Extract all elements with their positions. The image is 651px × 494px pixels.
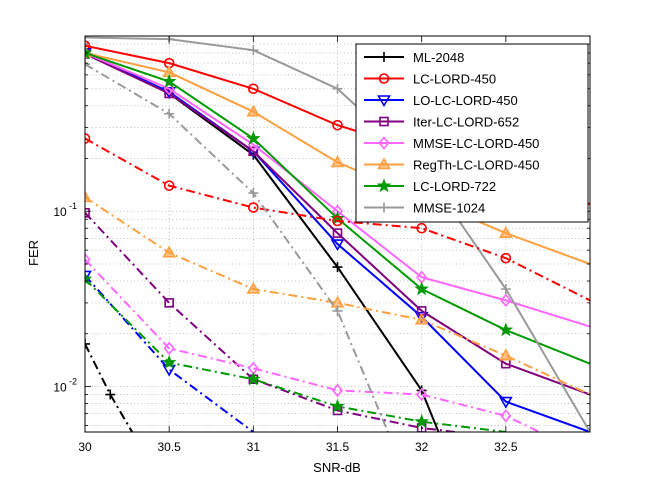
legend-box	[355, 43, 589, 223]
x-tick-label: 31	[247, 440, 261, 454]
legend-label: LC-LORD-450	[413, 72, 496, 87]
data-point	[248, 83, 259, 95]
data-point	[332, 228, 343, 238]
data-point	[332, 119, 343, 131]
data-point	[416, 222, 427, 234]
legend-label: LC-LORD-722	[413, 179, 496, 194]
data-point	[164, 298, 174, 308]
legend-label: Iter-LC-LORD-652	[413, 115, 519, 130]
data-point	[500, 409, 512, 423]
data-point	[498, 348, 513, 361]
data-point	[332, 215, 343, 227]
legend-label: RegTh-LC-LORD-450	[413, 158, 539, 173]
data-point	[85, 45, 93, 60]
data-point	[246, 281, 261, 294]
data-point	[498, 226, 513, 238]
data-point	[414, 312, 429, 325]
series-group	[85, 133, 590, 302]
data-point	[85, 338, 90, 349]
series-line	[85, 137, 590, 302]
data-point	[85, 270, 92, 283]
y-tick-label-exponent: -1	[69, 201, 77, 211]
data-point	[500, 293, 512, 308]
y-tick-label: 10	[53, 205, 67, 219]
data-point	[85, 190, 92, 203]
legend-marker	[379, 202, 389, 213]
data-point	[85, 207, 90, 218]
data-point	[161, 354, 177, 369]
series-line	[85, 258, 540, 432]
data-point	[331, 383, 344, 398]
legend-label: MMSE-LC-LORD-450	[413, 136, 539, 151]
x-tick-label: 30.5	[157, 440, 181, 454]
data-point	[248, 202, 259, 213]
data-point	[414, 281, 429, 296]
legend-marker	[378, 136, 390, 150]
data-point	[85, 59, 90, 70]
data-point	[162, 245, 177, 258]
legend: ML-2048 LC-LORD-450 LO-LC-LORD-450 Iter-LC-…	[355, 43, 589, 223]
data-point	[248, 188, 259, 199]
data-point	[416, 387, 428, 402]
series-line	[85, 52, 590, 432]
legend-marker	[376, 178, 392, 193]
y-tick-label-exponent: -2	[69, 376, 77, 386]
legend-marker	[379, 116, 389, 127]
data-point	[414, 413, 429, 428]
data-point	[164, 108, 175, 119]
series-line	[85, 278, 506, 432]
data-point	[330, 398, 345, 413]
x-tick-label: 32.5	[494, 440, 518, 454]
y-axis-label: FER	[26, 240, 41, 266]
series-layer	[85, 36, 590, 432]
legend-marker	[377, 157, 391, 170]
series-line	[85, 212, 456, 432]
data-point	[414, 311, 429, 324]
legend-label: MMSE-1024	[413, 201, 485, 216]
x-tick-label: 30	[78, 440, 92, 454]
data-point	[332, 262, 343, 273]
data-point	[85, 133, 91, 144]
data-point	[500, 284, 511, 295]
series-group	[85, 45, 590, 365]
x-axis-label: SNR-dB	[313, 460, 361, 475]
data-point	[498, 396, 513, 409]
data-point	[500, 252, 512, 264]
data-point	[246, 371, 261, 386]
legend-label: LO-LC-LORD-450	[413, 93, 518, 108]
data-point	[85, 252, 91, 267]
series-group	[85, 59, 389, 432]
data-point	[498, 322, 514, 337]
data-point	[163, 341, 175, 356]
data-point	[330, 239, 345, 252]
y-tick-label: 10	[53, 380, 67, 394]
data-point	[85, 271, 93, 286]
series-group	[85, 271, 506, 432]
legend-label: ML-2048	[413, 50, 464, 65]
data-point	[332, 83, 343, 94]
data-point	[85, 40, 91, 52]
series-group	[85, 190, 590, 396]
data-point	[330, 155, 345, 168]
data-point	[332, 305, 343, 316]
data-point	[105, 389, 116, 400]
data-point	[161, 73, 177, 88]
series-group	[85, 252, 540, 432]
data-point	[248, 146, 259, 157]
legend-marker	[377, 95, 391, 108]
legend-marker	[378, 73, 390, 84]
data-point	[246, 104, 261, 117]
data-point	[163, 180, 175, 191]
x-tick-label: 31.5	[326, 440, 350, 454]
series-group	[85, 338, 133, 432]
data-point	[85, 36, 90, 43]
x-tick-label: 32	[415, 440, 429, 454]
data-point	[163, 81, 175, 96]
axes-layer: 30 30.5 31 31.5 32 32.510-110-2	[53, 35, 591, 454]
data-point	[246, 130, 261, 145]
legend-marker	[379, 52, 389, 62]
data-point	[248, 45, 259, 56]
